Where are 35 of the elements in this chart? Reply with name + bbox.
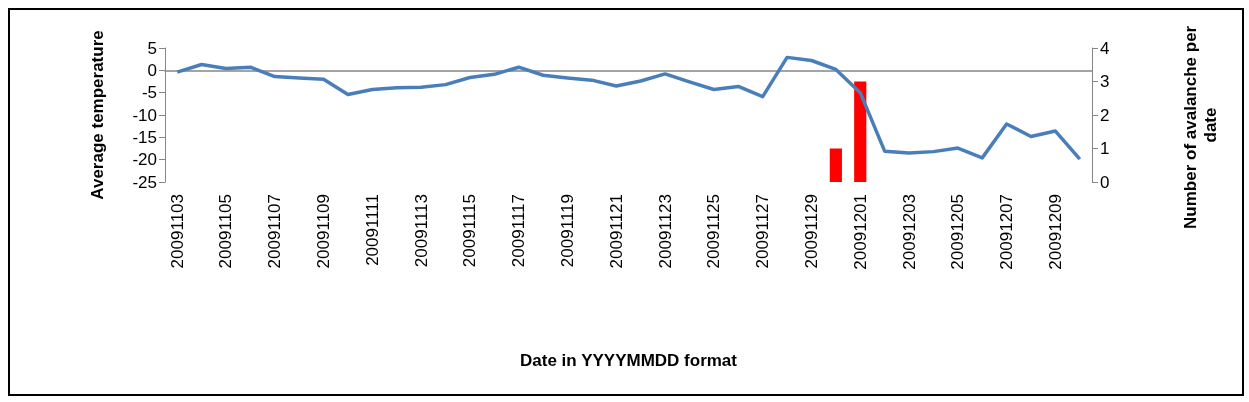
x-tick-label: 20091127	[753, 194, 773, 269]
x-tick-label: 20091111	[362, 194, 382, 266]
y-axis-title: Average temperature	[87, 30, 107, 200]
y2-axis-title: Number of avalanche per date	[1180, 21, 1220, 229]
x-tick-label: 20091203	[899, 194, 919, 270]
y-tick-label: 0	[147, 60, 157, 80]
y-tick-label: -25	[132, 172, 157, 192]
x-tick-label: 20091109	[314, 194, 334, 269]
y2-tick-label: 0	[1100, 172, 1110, 192]
x-tick-label: 20091201	[850, 194, 870, 270]
y-tick-label: -15	[132, 127, 157, 147]
x-tick-label: 20091105	[216, 194, 236, 269]
line-series	[175, 55, 1082, 161]
y2-tick-label: 2	[1100, 105, 1110, 125]
x-axis-title: Date in YYYYMMDD format	[520, 351, 738, 370]
y2-tick-label: 3	[1100, 72, 1110, 91]
y-tick-label: -5	[141, 83, 157, 103]
y-tick-label: -20	[132, 150, 157, 170]
x-tick-label: 20091115	[460, 194, 480, 268]
x-tick-label: 20091119	[558, 194, 578, 268]
y-tick-label: 5	[147, 38, 157, 58]
x-tick-label: 20091121	[606, 194, 626, 269]
x-tick-label: 20091129	[801, 194, 821, 269]
y-tick-label: -10	[132, 105, 157, 125]
y2-tick-label: 4	[1100, 38, 1110, 58]
x-tick-label: 20091205	[948, 194, 968, 270]
x-tick-label: 20091123	[655, 194, 675, 269]
x-tick-label: 20091117	[509, 194, 529, 268]
x-tick-label: 20091103	[167, 194, 187, 269]
x-tick-label: 20091113	[411, 194, 431, 268]
x-tick-label: 20091207	[997, 194, 1017, 270]
x-tick-label: 20091125	[704, 194, 724, 269]
x-tick-label: 20091107	[265, 194, 285, 269]
y2-tick-label: 1	[1100, 139, 1110, 158]
x-tick-label: 20091209	[1045, 194, 1065, 270]
